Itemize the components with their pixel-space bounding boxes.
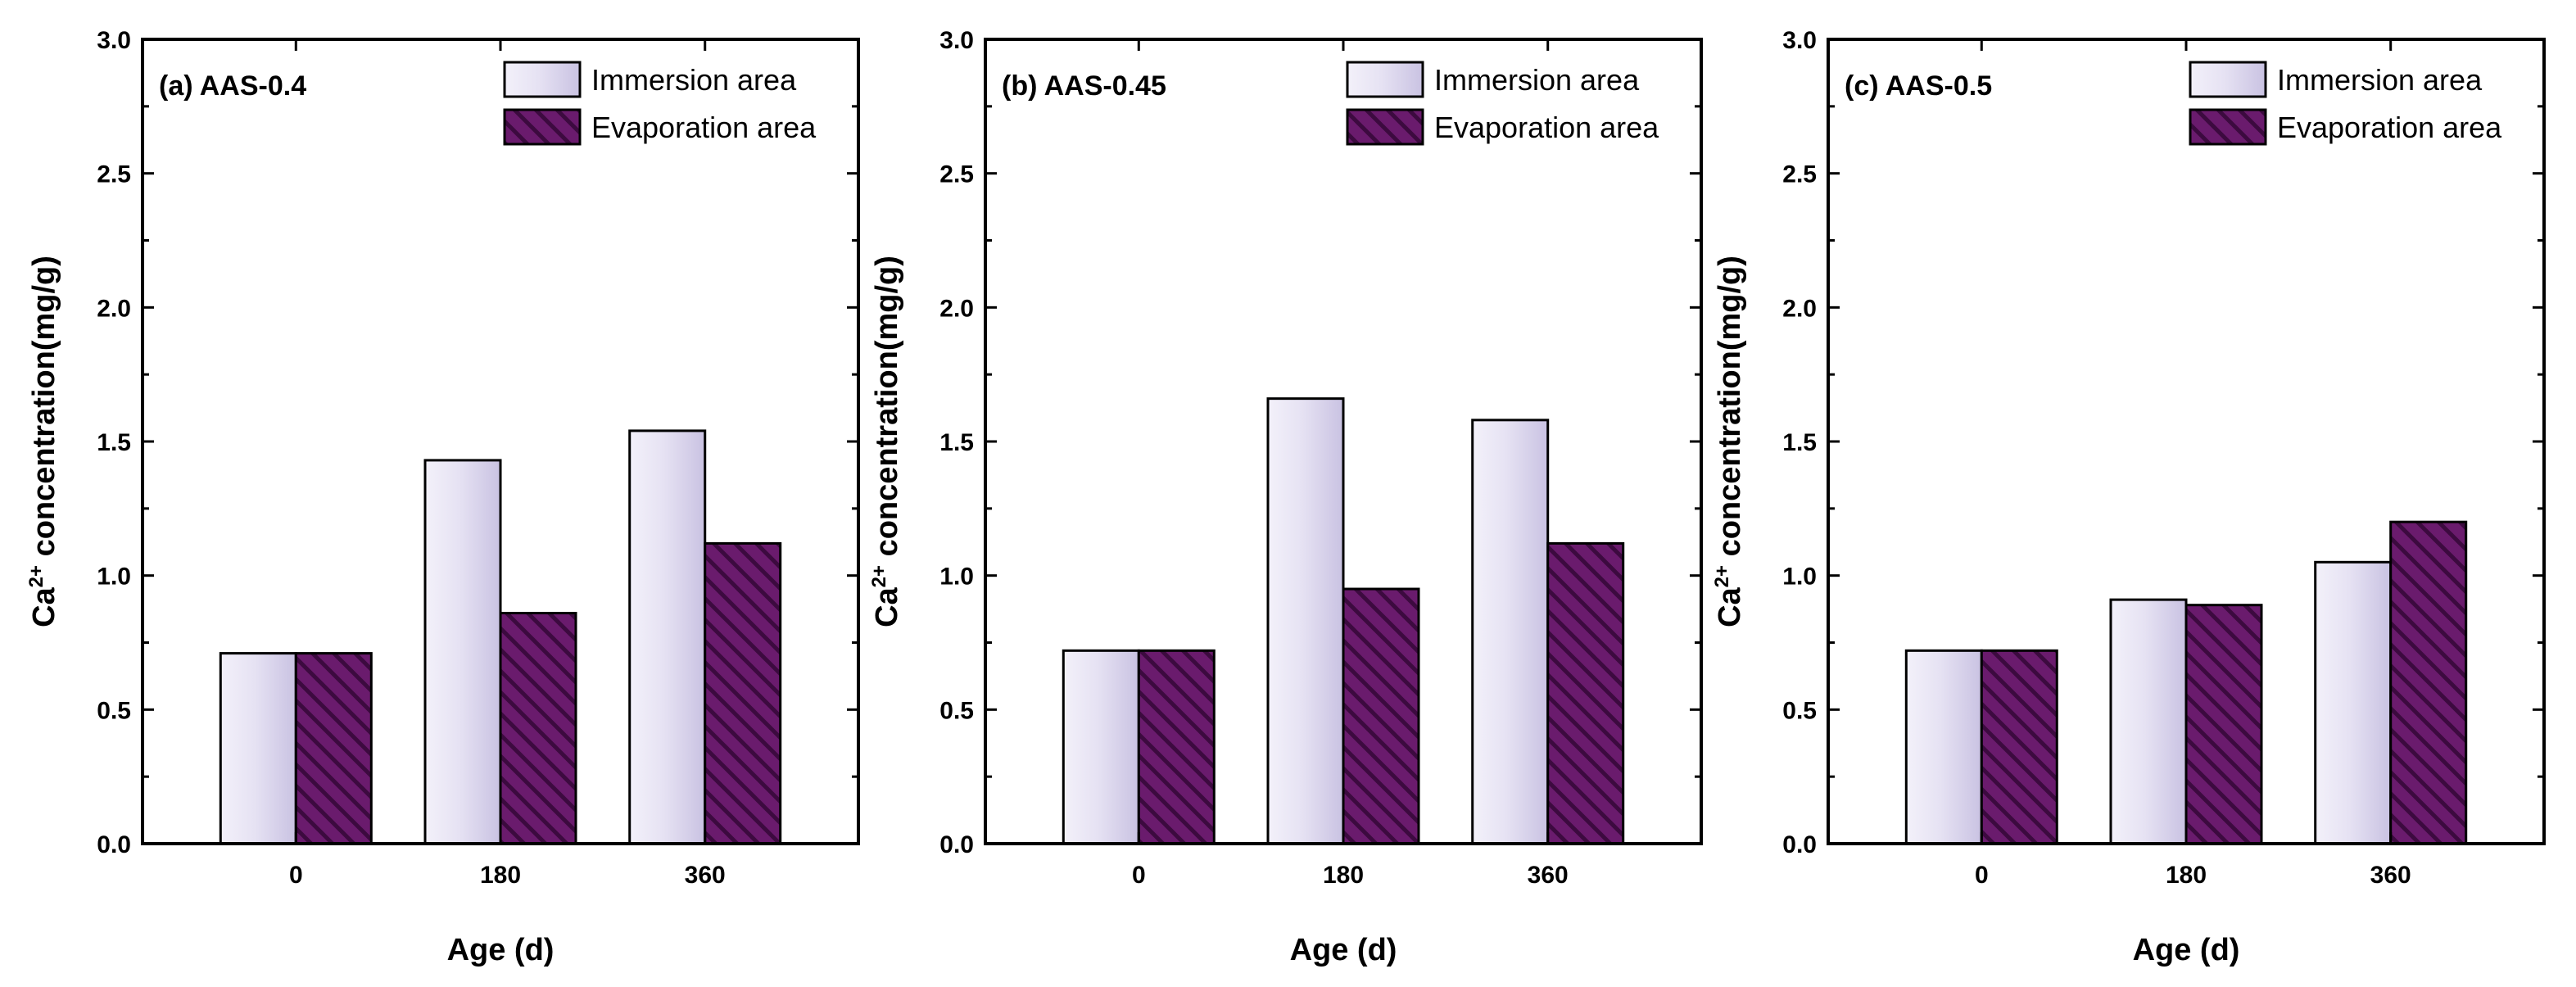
legend-label-immersion: Immersion area bbox=[1434, 63, 1640, 97]
chart-panel: 0.0 0.5 1.0 1.5 2.0 2.5 3.0 0 180 360 Age (d) Ca2+ … bbox=[1711, 27, 2546, 967]
y-tick-label: 1.5 bbox=[1782, 429, 1817, 456]
bar-evaporation-0 bbox=[1137, 649, 1216, 845]
y-tick-label: 1.5 bbox=[939, 429, 974, 456]
y-axis-title-quantity: concentration(mg/g) bbox=[1713, 256, 1747, 565]
y-tick-label: 3.0 bbox=[1782, 27, 1817, 54]
bar-immersion-360 bbox=[2314, 560, 2393, 845]
bar-evaporation-0 bbox=[294, 652, 373, 845]
bar-immersion-360 bbox=[1471, 419, 1550, 845]
legend-label-evaporation: Evaporation area bbox=[1434, 111, 1659, 144]
x-axis-title: Age (d) bbox=[1290, 933, 1397, 967]
y-axis-title-quantity: concentration(mg/g) bbox=[27, 256, 61, 565]
x-axis-title: Age (d) bbox=[2133, 933, 2240, 967]
x-tick-label: 0 bbox=[289, 862, 303, 889]
y-tick-label: 2.0 bbox=[939, 295, 974, 322]
bar-immersion-180 bbox=[2109, 598, 2188, 845]
y-axis-title-ion: Ca bbox=[870, 586, 904, 627]
bar-immersion-0 bbox=[1062, 649, 1140, 845]
legend-label-evaporation: Evaporation area bbox=[2277, 111, 2502, 144]
bar-immersion-0 bbox=[219, 652, 297, 845]
bar-evaporation-360 bbox=[704, 541, 782, 845]
bar-evaporation-180 bbox=[2184, 604, 2263, 845]
y-axis-title: Ca2+ concentration(mg/g) bbox=[1711, 256, 1747, 627]
y-tick-label: 3.0 bbox=[939, 27, 974, 54]
bar-immersion-180 bbox=[423, 459, 502, 845]
panels-layer: 0.0 0.5 1.0 1.5 2.0 2.5 3.0 0 180 360 Age (d) Ca2+ … bbox=[25, 27, 2546, 967]
panel-title: (b) AAS-0.45 bbox=[1002, 70, 1166, 102]
x-tick-label: 180 bbox=[480, 862, 521, 889]
y-tick-label: 0.0 bbox=[939, 831, 974, 858]
y-tick-label: 0.5 bbox=[939, 697, 974, 724]
bar-evaporation-360 bbox=[2389, 520, 2468, 845]
x-tick-label: 360 bbox=[1528, 862, 1569, 889]
chart-panel: 0.0 0.5 1.0 1.5 2.0 2.5 3.0 0 180 360 Age (d) Ca2+ … bbox=[868, 27, 1703, 967]
y-tick-label: 2.5 bbox=[1782, 161, 1817, 188]
y-tick-label: 0.0 bbox=[1782, 831, 1817, 858]
legend-swatch-evaporation bbox=[1346, 108, 1424, 146]
y-axis-title-charge: 2+ bbox=[868, 565, 890, 587]
legend-swatch-immersion bbox=[2189, 61, 2267, 98]
bar-immersion-180 bbox=[1266, 397, 1345, 845]
chart-panel: 0.0 0.5 1.0 1.5 2.0 2.5 3.0 0 180 360 Age (d) Ca2+ … bbox=[25, 27, 860, 967]
legend-swatch-evaporation bbox=[2189, 108, 2267, 146]
y-tick-label: 0.5 bbox=[97, 697, 131, 724]
bar-immersion-0 bbox=[1904, 649, 1983, 845]
y-tick-label: 1.0 bbox=[97, 564, 131, 591]
y-tick-label: 1.0 bbox=[939, 564, 974, 591]
legend-label-immersion: Immersion area bbox=[2277, 63, 2483, 97]
legend-swatch-immersion bbox=[1346, 61, 1424, 98]
y-axis-title: Ca2+ concentration(mg/g) bbox=[25, 256, 61, 627]
x-tick-label: 180 bbox=[2166, 862, 2207, 889]
panel-title: (c) AAS-0.5 bbox=[1845, 70, 1992, 102]
bar-evaporation-180 bbox=[1342, 587, 1420, 845]
y-tick-label: 3.0 bbox=[97, 27, 131, 54]
y-axis-title-quantity: concentration(mg/g) bbox=[870, 256, 904, 565]
bar-evaporation-360 bbox=[1546, 541, 1625, 845]
x-axis-title: Age (d) bbox=[447, 933, 555, 967]
bar-immersion-360 bbox=[628, 429, 707, 845]
y-axis-title: Ca2+ concentration(mg/g) bbox=[868, 256, 904, 627]
y-axis-title-ion: Ca bbox=[1713, 586, 1747, 627]
y-tick-label: 2.5 bbox=[939, 161, 974, 188]
legend-label-immersion: Immersion area bbox=[591, 63, 797, 97]
x-tick-label: 360 bbox=[2370, 862, 2411, 889]
legend-label-evaporation: Evaporation area bbox=[591, 111, 817, 144]
bar-evaporation-0 bbox=[1980, 649, 2058, 845]
y-tick-label: 2.0 bbox=[97, 295, 131, 322]
x-tick-label: 0 bbox=[1975, 862, 1989, 889]
legend-swatch-immersion bbox=[503, 61, 582, 98]
y-tick-label: 2.0 bbox=[1782, 295, 1817, 322]
y-tick-label: 1.5 bbox=[97, 429, 131, 456]
y-axis-title-ion: Ca bbox=[27, 586, 61, 627]
y-axis-title-charge: 2+ bbox=[1711, 565, 1733, 587]
x-tick-label: 180 bbox=[1323, 862, 1364, 889]
y-axis-title-charge: 2+ bbox=[25, 565, 48, 587]
y-tick-label: 2.5 bbox=[97, 161, 131, 188]
y-tick-label: 1.0 bbox=[1782, 564, 1817, 591]
bar-evaporation-180 bbox=[499, 611, 577, 845]
x-tick-label: 0 bbox=[1132, 862, 1146, 889]
legend-swatch-evaporation bbox=[503, 108, 582, 146]
y-tick-label: 0.5 bbox=[1782, 697, 1817, 724]
x-tick-label: 360 bbox=[685, 862, 726, 889]
y-tick-label: 0.0 bbox=[97, 831, 131, 858]
panel-title: (a) AAS-0.4 bbox=[159, 70, 306, 102]
